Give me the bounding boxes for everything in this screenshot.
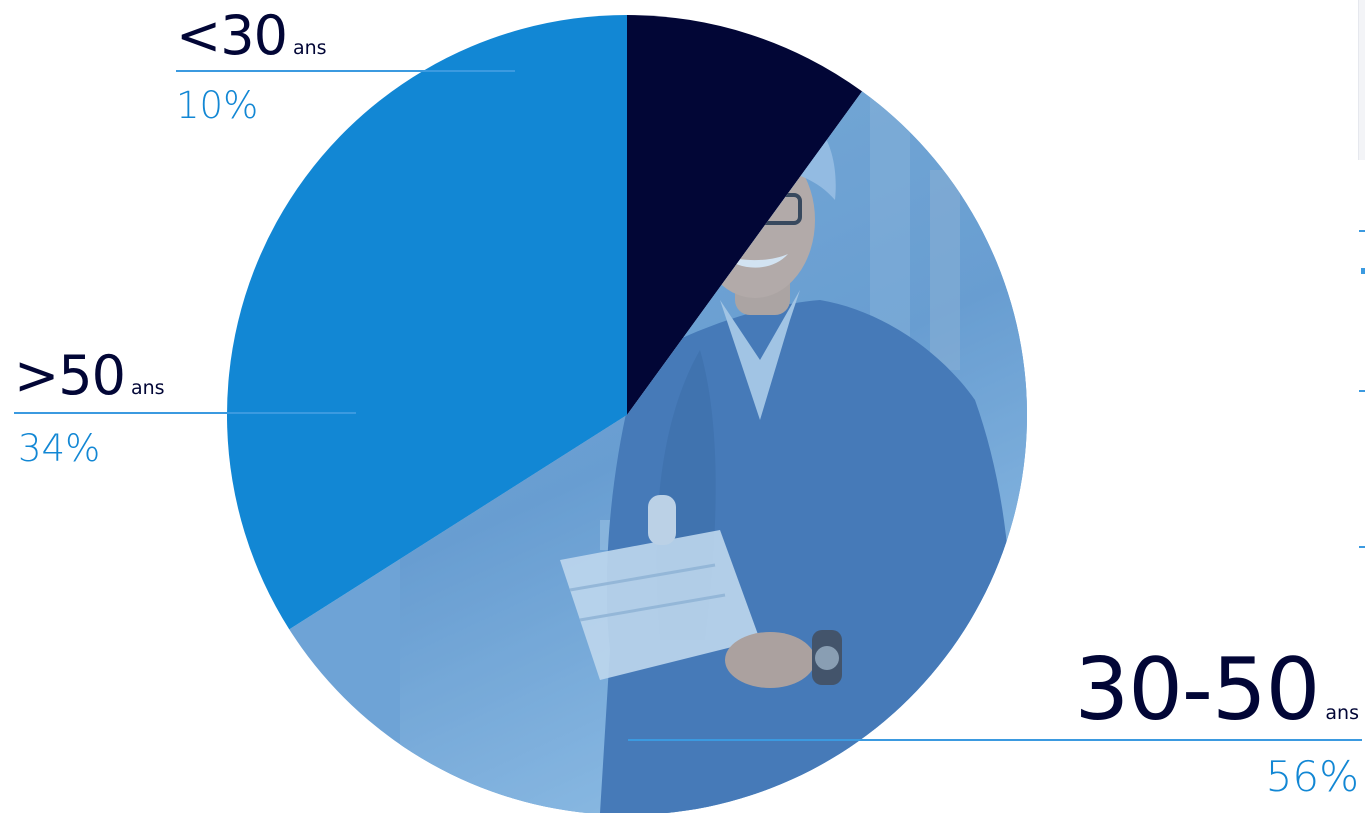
pie-slice-gt50 [227,15,627,630]
slice-percent-gt50: 34% [18,427,101,470]
slice-percent-lt30: 10% [176,84,259,127]
slice-label-mid-text: 30-50 [1074,640,1321,740]
slice-label-lt30-text: <30 [176,4,288,67]
slice-label-gt50: >50 ans [14,344,165,407]
slice-label-mid: 30-50 ans [1075,640,1360,740]
slice-label-lt30: <30 ans [176,4,327,67]
adjacent-panel-edge [1358,0,1365,160]
slice-label-mid-unit: ans [1325,702,1359,724]
adjacent-tick [1361,268,1365,274]
adjacent-tick [1359,230,1365,232]
adjacent-tick [1359,546,1365,548]
slice-label-gt50-unit: ans [130,377,165,399]
slice-percent-mid: 56% [1265,752,1359,801]
slice-label-gt50-text: >50 [14,344,126,407]
pie-slice-lt30 [627,15,863,415]
adjacent-tick [1359,390,1365,392]
slice-label-lt30-unit: ans [292,37,327,59]
